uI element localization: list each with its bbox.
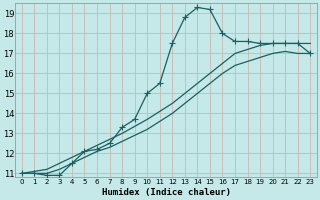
X-axis label: Humidex (Indice chaleur): Humidex (Indice chaleur)	[101, 188, 230, 197]
